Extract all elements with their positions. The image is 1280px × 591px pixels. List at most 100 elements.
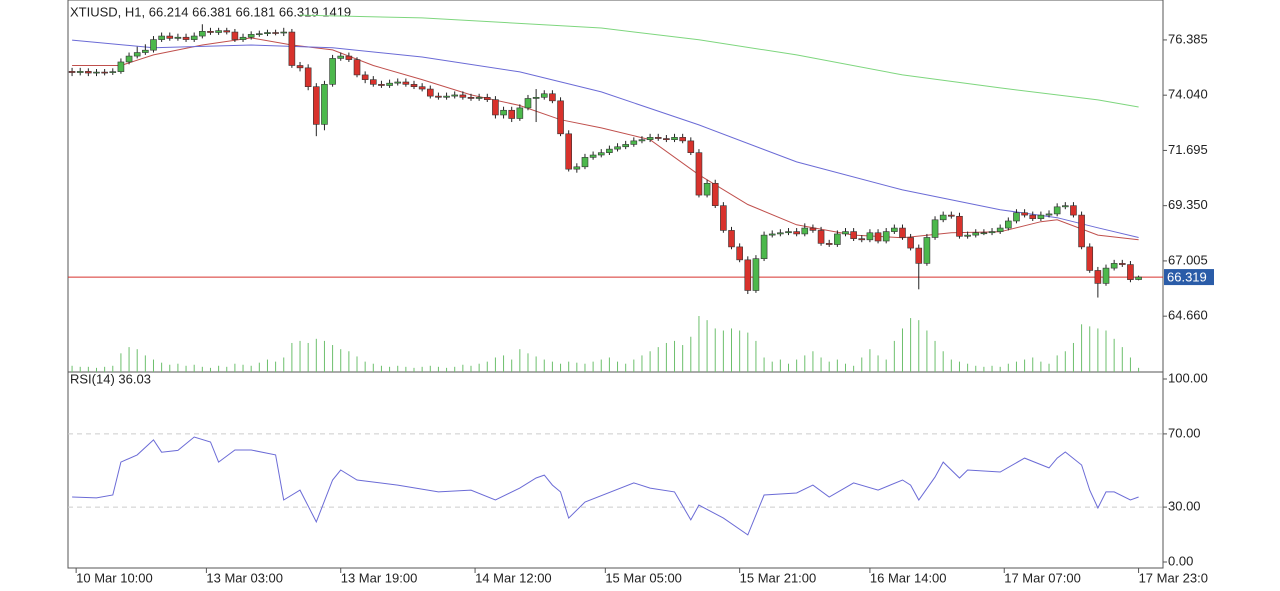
candle-body (923, 237, 931, 264)
candle-body (508, 109, 515, 119)
candle-body (996, 227, 1004, 232)
candle-body (125, 55, 133, 63)
candle-body (321, 84, 328, 125)
candle-body (785, 231, 792, 234)
x-tick-label: 10 Mar 10:00 (76, 570, 153, 585)
candle-body (500, 109, 507, 116)
candle-body (435, 95, 442, 98)
x-tick-label: 15 Mar 05:00 (605, 570, 682, 585)
candle-body (199, 31, 206, 37)
candle-body (687, 140, 695, 153)
candle-body (516, 107, 524, 119)
candle-body (174, 36, 182, 39)
y-tick-label: 30.00 (1168, 499, 1201, 514)
y-tick-label: 70.00 (1168, 425, 1201, 440)
candle-body (760, 234, 768, 259)
candle-body (288, 31, 296, 66)
candle-body (418, 86, 426, 90)
candle-body (190, 35, 198, 40)
candle-body (378, 84, 385, 86)
candle-body (809, 227, 817, 231)
candle-body (93, 71, 100, 74)
candle-body (777, 232, 784, 235)
candle-body (736, 246, 743, 261)
candle-body (1062, 205, 1069, 208)
candle-body (866, 232, 874, 241)
candle-body (1086, 246, 1094, 271)
candle-body (1070, 205, 1077, 216)
candle-body (443, 95, 450, 98)
y-tick-label: 100.00 (1168, 370, 1208, 385)
x-tick-label: 17 Mar 07:00 (1004, 570, 1081, 585)
moving-average (299, 14, 1139, 108)
candle-body (182, 36, 190, 40)
candle-body (882, 231, 890, 242)
candle-body (150, 39, 157, 51)
y-tick-label: 74.040 (1168, 87, 1208, 102)
candle-body (215, 30, 222, 33)
x-tick-label: 13 Mar 19:00 (341, 570, 418, 585)
candle-body (426, 88, 434, 97)
y-tick-label: 69.350 (1168, 197, 1208, 212)
candle-body (296, 65, 304, 69)
candle-body (345, 55, 353, 60)
candle-body (492, 99, 499, 116)
candle-body (703, 182, 711, 196)
moving-average (72, 39, 1139, 238)
candle-body (899, 227, 906, 238)
candle-body (972, 232, 980, 236)
candle-body (891, 227, 898, 232)
candle-body (1005, 220, 1012, 229)
candle-body (671, 137, 678, 141)
candle-body (304, 67, 312, 87)
candle-body (361, 74, 369, 80)
candle-body (956, 215, 963, 237)
candle-body (540, 93, 548, 98)
candle-body (142, 49, 149, 53)
candle-body (728, 230, 735, 248)
candle-body (207, 31, 214, 33)
candle-body (817, 230, 825, 244)
candle-body (597, 152, 605, 156)
candle-body (744, 259, 752, 291)
candle-body (630, 140, 638, 145)
candle-body (768, 233, 776, 236)
candle-body (85, 71, 92, 74)
current-price-label: 66.319 (1167, 270, 1207, 285)
candle-body (638, 139, 646, 142)
candle-body (964, 234, 971, 237)
candle-body (752, 258, 760, 291)
candle-body (720, 205, 727, 231)
candle-body (410, 84, 418, 87)
x-tick-label: 17 Mar 23:0 (1139, 570, 1208, 585)
current-price-box (1164, 269, 1214, 286)
candle-body (915, 247, 923, 264)
candle-body (980, 232, 988, 235)
candle-body (931, 219, 939, 238)
candle-body (280, 31, 288, 34)
moving-average (72, 37, 1139, 241)
candle-body (1053, 206, 1061, 215)
candle-body (1037, 214, 1045, 219)
candle-body (549, 93, 556, 102)
candle-body (1078, 214, 1085, 248)
candle-body (1118, 263, 1126, 265)
candle-body (247, 34, 255, 38)
y-tick-label: 0.00 (1168, 553, 1193, 568)
candle-body (622, 144, 629, 148)
x-tick-label: 15 Mar 21:00 (740, 570, 817, 585)
candle-body (1127, 264, 1134, 280)
candle-body (939, 214, 947, 221)
candle-body (101, 71, 108, 74)
candle-body (256, 33, 263, 35)
candle-body (369, 79, 377, 85)
candle-body (532, 96, 540, 99)
candle-body (581, 157, 589, 168)
candle-body (76, 71, 84, 73)
y-tick-label: 64.660 (1168, 308, 1208, 323)
candle-body (834, 233, 841, 245)
candle-body (264, 32, 271, 34)
y-tick-label: 76.385 (1168, 31, 1208, 46)
candle-body (801, 227, 809, 235)
